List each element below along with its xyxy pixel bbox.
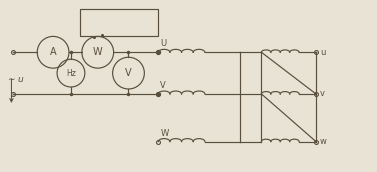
Text: Hz: Hz (66, 69, 76, 78)
Text: V: V (125, 68, 132, 78)
Text: V: V (160, 81, 166, 90)
Text: w: w (320, 137, 327, 146)
Text: A: A (50, 47, 57, 57)
Text: U: U (160, 39, 166, 48)
Bar (80, 9, 158, 36)
Text: u: u (320, 48, 325, 57)
Text: v: v (320, 89, 325, 98)
Text: $\sim u$: $\sim u$ (6, 74, 25, 84)
Text: W: W (93, 47, 103, 57)
Text: W: W (160, 129, 169, 138)
